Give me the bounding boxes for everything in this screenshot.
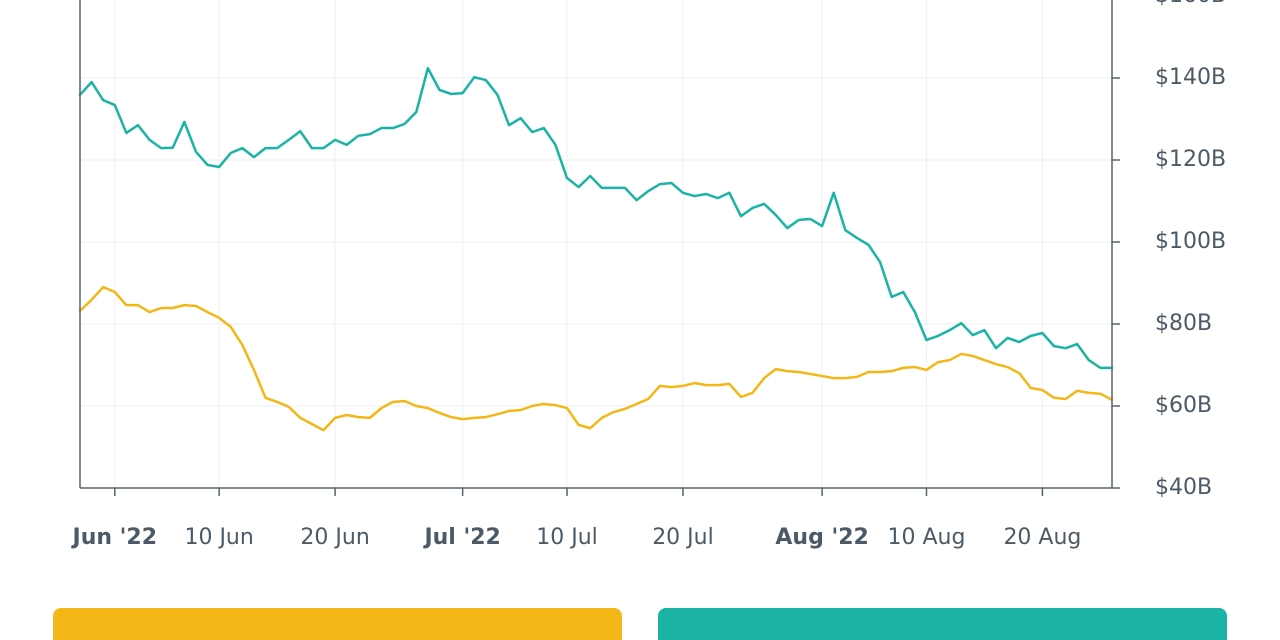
x-tick-label: 20 Aug (1003, 525, 1081, 550)
button[interactable] (658, 608, 1227, 640)
x-tick-label: Jul '22 (422, 525, 500, 550)
y-tick-label: $40B (1155, 475, 1212, 500)
x-tick-label: 10 Jul (536, 525, 598, 550)
series-line (78, 66, 1114, 370)
y-tick-label: $100B (1155, 229, 1226, 254)
button[interactable] (53, 608, 622, 640)
y-tick-label: $140B (1155, 65, 1226, 90)
grid (80, 0, 1112, 489)
x-tick-label: Jun '22 (71, 525, 158, 550)
plot (78, 66, 1114, 432)
axis-labels: $40B $60B $80B $100B $120B $140B $160B Jun '22 1… (71, 0, 1227, 550)
x-tick-label: 10 Jun (184, 525, 253, 550)
x-tick-label: 20 Jun (300, 525, 369, 550)
y-tick-label: $60B (1155, 393, 1212, 418)
y-tick-label: $120B (1155, 147, 1226, 172)
y-tick-label: $160B (1155, 0, 1226, 8)
x-tick-label: 10 Aug (887, 525, 965, 550)
series-line (78, 285, 1114, 432)
y-tick-label: $80B (1155, 311, 1212, 336)
x-tick-label: 20 Jul (652, 525, 714, 550)
x-tick-label: Aug '22 (775, 525, 868, 550)
